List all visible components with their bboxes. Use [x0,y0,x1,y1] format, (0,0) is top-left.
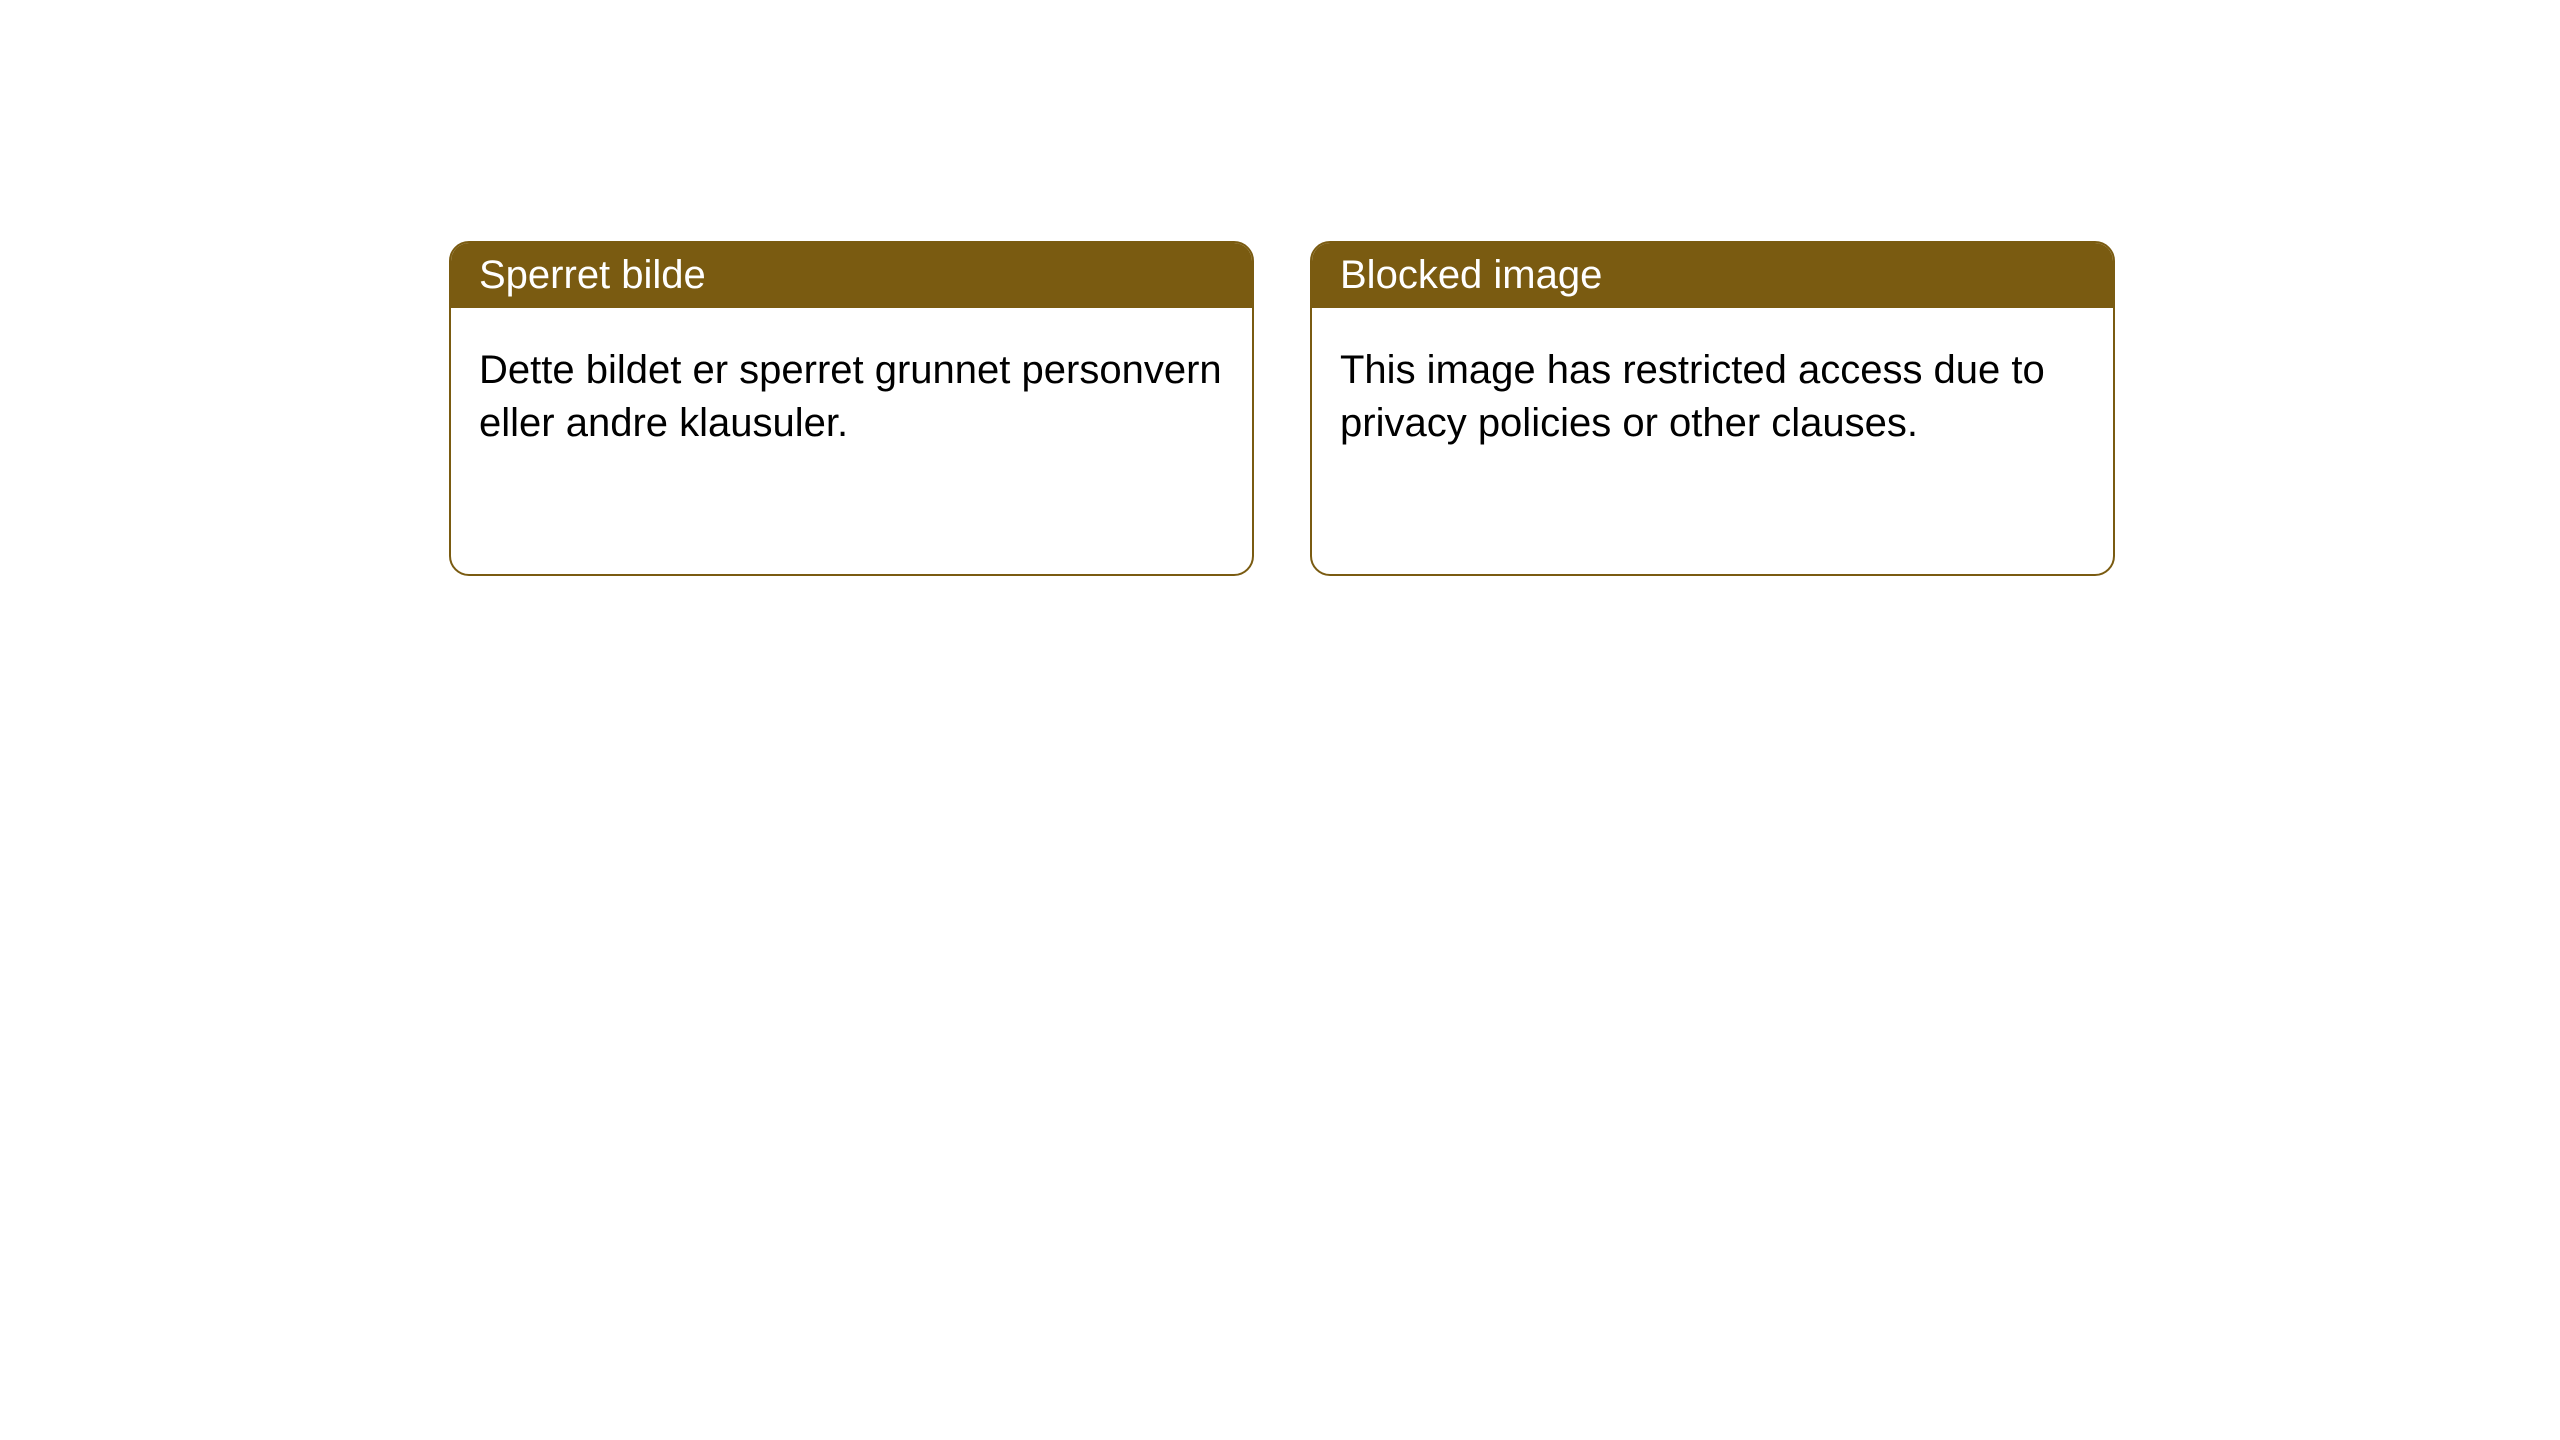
notice-body-english: This image has restricted access due to … [1312,308,2113,486]
notice-message: This image has restricted access due to … [1340,348,2045,445]
notice-title: Blocked image [1340,253,1602,297]
notice-header-norwegian: Sperret bilde [451,243,1252,308]
notice-container: Sperret bilde Dette bildet er sperret gr… [0,0,2560,576]
notice-header-english: Blocked image [1312,243,2113,308]
notice-message: Dette bildet er sperret grunnet personve… [479,348,1222,445]
notice-card-english: Blocked image This image has restricted … [1310,241,2115,576]
notice-card-norwegian: Sperret bilde Dette bildet er sperret gr… [449,241,1254,576]
notice-title: Sperret bilde [479,253,706,297]
notice-body-norwegian: Dette bildet er sperret grunnet personve… [451,308,1252,486]
